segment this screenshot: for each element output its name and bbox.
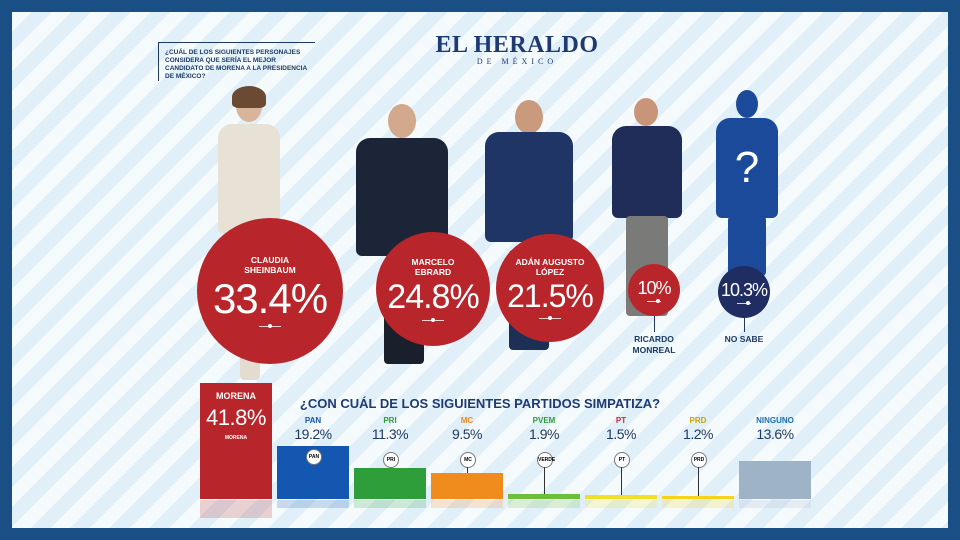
- bar-reflection: [431, 500, 503, 508]
- party-percent: 11.3%: [371, 426, 409, 442]
- party-bar-pt: [585, 494, 657, 499]
- bar-reflection: [585, 500, 657, 508]
- party-label: NINGUNO: [756, 416, 794, 425]
- party-logo-icon: PT: [614, 452, 630, 468]
- bar-reflection: [508, 500, 580, 508]
- bar-reflection: [277, 500, 349, 508]
- leader-line: [544, 467, 545, 494]
- candidate-bubble-ebrard: MARCELO EBRARD 24.8%: [376, 232, 490, 346]
- party-bar-morena: [200, 383, 272, 499]
- brand-subtitle: DE MÉXICO: [476, 57, 558, 66]
- party-percent: 9.5%: [452, 426, 482, 442]
- party-bar-prd: [662, 495, 734, 499]
- party-label: PAN: [304, 416, 322, 425]
- candidate-percent: 24.8%: [387, 278, 479, 316]
- party-bar-mc: [431, 472, 503, 499]
- brand-logo: EL HERALDO: [435, 32, 599, 58]
- party-bar-pvem: [508, 493, 580, 499]
- candidate-name: CLAUDIA SHEINBAUM: [244, 255, 296, 275]
- party-percent: 41.8%: [206, 405, 266, 430]
- candidate-percent: 10.3%: [720, 280, 768, 300]
- party-logo-icon: VERDE: [537, 452, 555, 468]
- candidate-name-no-sabe: NO SABE: [724, 334, 764, 344]
- candidate-name: ADÁN AUGUSTO LÓPEZ: [515, 257, 585, 277]
- party-label: MORENA: [216, 391, 256, 401]
- candidate-bubble-monreal: 10%: [628, 264, 680, 316]
- party-label: PRD: [689, 416, 707, 425]
- morena-logo-icon: MORENA: [224, 435, 248, 441]
- bar-reflection: [662, 500, 734, 508]
- candidate-name-monreal: RICARDO MONREAL: [632, 334, 676, 355]
- question-text: ¿CUÁL DE LOS SIGUIENTES PERSONAJES CONSI…: [158, 42, 315, 81]
- bar-reflection: [739, 500, 811, 508]
- party-label: MC: [460, 416, 474, 425]
- candidate-bubble-lopez: ADÁN AUGUSTO LÓPEZ 21.5%: [496, 234, 604, 342]
- leader-line: [621, 467, 622, 495]
- party-logo-icon: PAN: [306, 448, 322, 465]
- candidate-bubble-sheinbaum: CLAUDIA SHEINBAUM 33.4%: [197, 218, 343, 364]
- candidate-percent: 33.4%: [212, 275, 328, 322]
- party-bar-pri: [354, 467, 426, 499]
- party-percent: 19.2%: [294, 426, 332, 442]
- leader-line: [467, 467, 468, 473]
- party-bar-ninguno: [739, 461, 811, 499]
- candidate-percent: 10%: [637, 278, 671, 298]
- candidate-bubble-no-sabe: 10.3%: [718, 266, 770, 318]
- party-percent: 1.9%: [529, 426, 559, 442]
- parties-chart-title: ¿CON CUÁL DE LOS SIGUIENTES PARTIDOS SIM…: [299, 396, 661, 411]
- party-logo-icon: MC: [460, 452, 476, 468]
- party-percent: 13.6%: [756, 426, 794, 442]
- bar-reflection: [354, 500, 426, 508]
- party-label: PT: [615, 416, 627, 425]
- masthead: EL HERALDO DE MÉXICO: [422, 32, 612, 66]
- party-logo-icon: PRI: [383, 452, 399, 468]
- candidate-name: MARCELO EBRARD: [411, 257, 455, 277]
- party-label: PVEM: [532, 416, 556, 425]
- party-label: PRI: [383, 416, 397, 425]
- party-logo-icon: PRD: [691, 452, 707, 468]
- bar-reflection: [200, 500, 272, 518]
- infographic-frame: ¿CUÁL DE LOS SIGUIENTES PERSONAJES CONSI…: [12, 12, 948, 528]
- candidate-percent: 21.5%: [507, 278, 594, 314]
- party-percent: 1.2%: [683, 426, 713, 442]
- leader-line: [698, 467, 699, 496]
- party-percent: 1.5%: [606, 426, 636, 442]
